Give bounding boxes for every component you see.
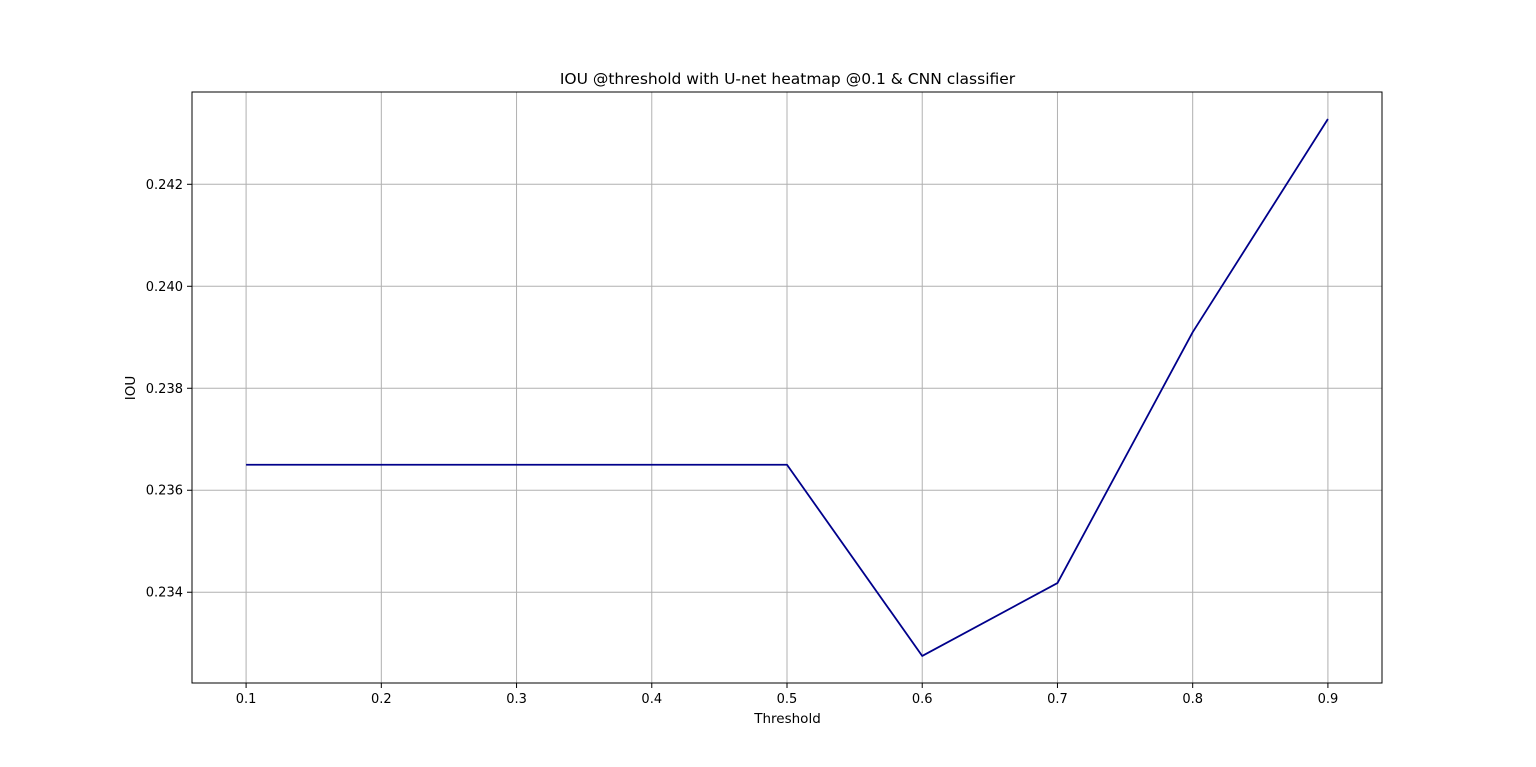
x-tick-label: 0.4	[641, 692, 662, 707]
tick-layer: 0.1 0.2 0.3 0.4 0.5 0.6 0.7 0.8 0.9 0.234 0.236 0.2…	[146, 178, 1338, 707]
x-tick-label: 0.1	[236, 692, 257, 707]
x-tick-label: 0.3	[506, 692, 527, 707]
y-axis-label: IOU	[123, 376, 139, 401]
series-layer	[246, 118, 1329, 657]
x-tick-label: 0.2	[371, 692, 392, 707]
y-tick-label: 0.234	[146, 586, 183, 601]
series-line	[246, 118, 1329, 657]
x-tick-label: 0.9	[1318, 692, 1339, 707]
x-tick-label: 0.7	[1047, 692, 1068, 707]
y-tick-label: 0.236	[146, 484, 183, 499]
grid	[192, 92, 1382, 683]
x-tick-label: 0.5	[777, 692, 798, 707]
y-tick-label: 0.240	[146, 280, 183, 295]
y-tick-label: 0.242	[146, 178, 183, 193]
x-tick-label: 0.8	[1182, 692, 1203, 707]
x-axis-label: Threshold	[753, 711, 821, 727]
x-tick-label: 0.6	[912, 692, 933, 707]
chart-title: IOU @threshold with U-net heatmap @0.1 &…	[560, 70, 1016, 88]
y-tick-label: 0.238	[146, 382, 183, 397]
